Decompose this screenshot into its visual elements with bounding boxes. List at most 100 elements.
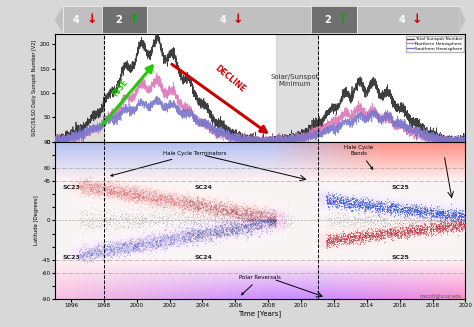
Point (98, 219, 106, 224)
Point (270, 217, 278, 223)
Point (137, 193, 145, 198)
Text: 4: 4 (219, 15, 227, 25)
Point (240, 216, 248, 221)
Point (92, 245, 100, 250)
Point (398, 225, 406, 230)
Point (82, 182, 90, 187)
Point (368, 200, 376, 206)
Point (156, 232, 164, 237)
Point (261, 215, 268, 220)
Point (238, 231, 246, 236)
Point (250, 216, 258, 221)
Point (385, 203, 392, 208)
Point (219, 230, 227, 235)
Point (369, 201, 376, 206)
Point (337, 237, 345, 242)
Point (96, 217, 103, 222)
Point (188, 202, 195, 208)
Point (240, 223, 247, 229)
Point (182, 206, 189, 211)
Point (241, 226, 248, 231)
Point (191, 227, 199, 232)
Point (365, 204, 372, 209)
Point (210, 213, 218, 218)
Point (258, 221, 265, 226)
Point (432, 225, 439, 230)
Point (97, 189, 104, 194)
Point (455, 227, 463, 232)
Point (409, 226, 417, 231)
Point (441, 217, 448, 223)
Point (337, 199, 345, 205)
Point (152, 246, 160, 251)
Point (322, 193, 330, 198)
Point (195, 220, 203, 225)
Point (218, 228, 225, 233)
Point (448, 214, 456, 219)
Point (107, 190, 114, 195)
Point (258, 221, 266, 227)
Point (224, 208, 231, 213)
Point (150, 196, 158, 201)
Point (247, 232, 255, 237)
Point (114, 250, 122, 255)
Point (247, 222, 255, 228)
Point (141, 243, 148, 249)
Point (377, 230, 384, 235)
Point (369, 229, 376, 234)
Point (171, 239, 178, 245)
Point (102, 249, 109, 254)
Point (130, 195, 137, 200)
Point (384, 231, 392, 236)
Point (92, 254, 100, 260)
Point (82, 255, 90, 261)
Point (390, 208, 398, 213)
Point (125, 218, 132, 224)
Point (261, 219, 268, 225)
Point (100, 191, 108, 196)
Point (88, 252, 96, 257)
Point (452, 210, 459, 215)
Point (443, 214, 451, 219)
Point (323, 199, 331, 205)
Point (268, 218, 276, 224)
Point (214, 206, 221, 212)
Point (433, 214, 441, 219)
Point (213, 221, 220, 227)
Point (87, 182, 95, 187)
Point (378, 230, 385, 235)
Point (146, 240, 153, 245)
Point (398, 225, 406, 230)
Point (280, 224, 288, 229)
Point (368, 204, 375, 209)
Point (214, 212, 221, 217)
Point (428, 227, 435, 232)
Point (138, 243, 146, 249)
Point (216, 201, 223, 207)
Point (448, 210, 456, 215)
Point (433, 210, 440, 215)
Point (334, 197, 341, 202)
Point (136, 246, 143, 251)
Point (399, 227, 407, 232)
Point (440, 225, 448, 231)
Point (263, 218, 270, 224)
Point (410, 217, 418, 223)
Point (80, 251, 88, 256)
Point (422, 210, 430, 215)
Point (96, 189, 103, 194)
Point (203, 233, 210, 239)
Point (432, 227, 439, 232)
Point (135, 245, 143, 250)
Point (241, 225, 248, 231)
Point (200, 205, 208, 210)
Point (423, 208, 431, 214)
Point (404, 227, 411, 232)
Point (150, 244, 158, 249)
Point (355, 230, 362, 235)
Point (244, 217, 252, 223)
Point (373, 233, 381, 239)
Point (388, 228, 395, 233)
Point (107, 184, 114, 189)
Point (323, 238, 331, 243)
